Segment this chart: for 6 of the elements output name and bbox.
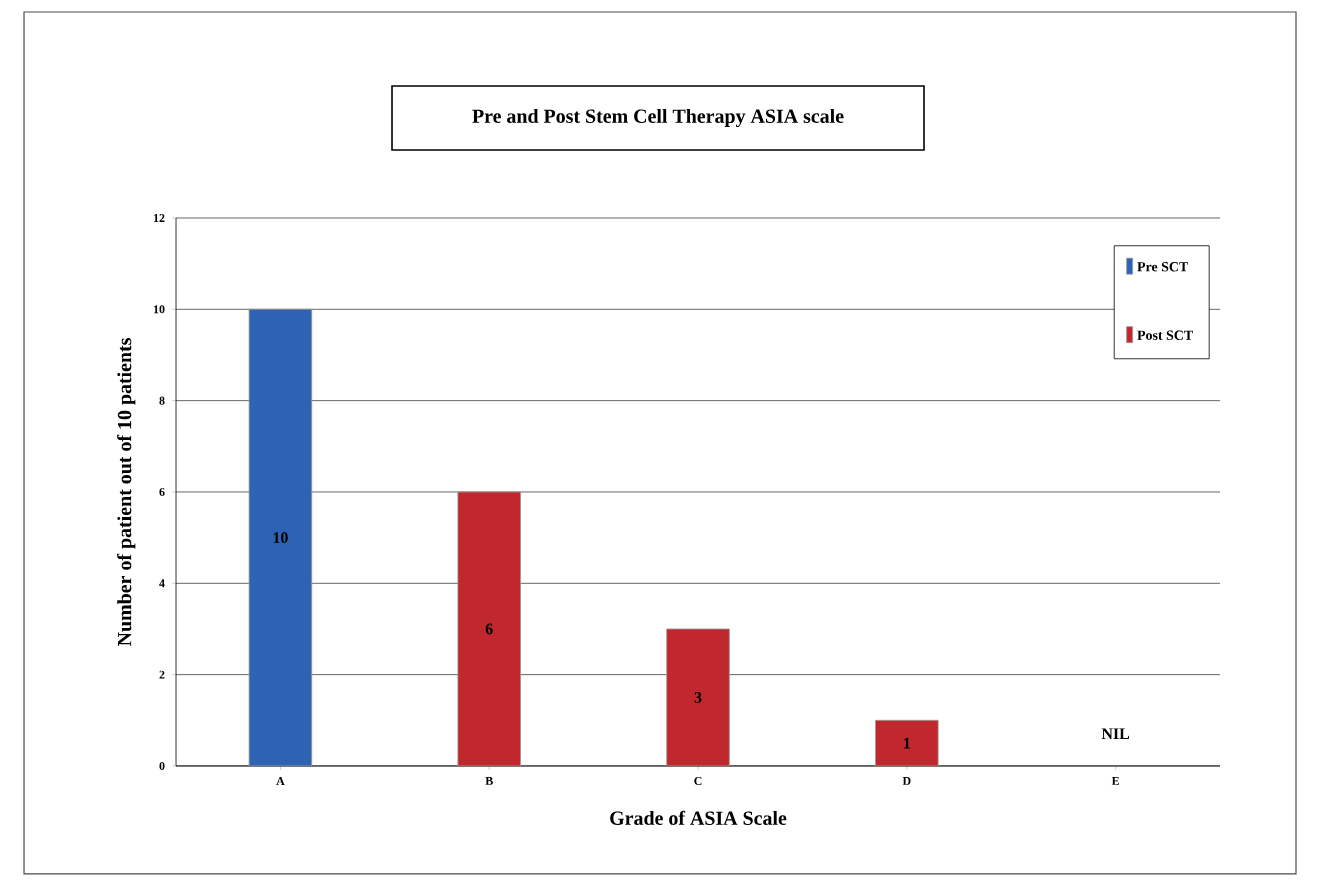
bar [666, 628, 730, 766]
y-axis-title: Number of patient out of 10 patients [117, 338, 136, 647]
x-axis-title: Grade of ASIA Scale [610, 810, 787, 825]
bar [457, 491, 521, 766]
bar [875, 719, 939, 766]
chart-title: Pre and Post Stem Cell Therapy ASIA scale [472, 108, 844, 128]
